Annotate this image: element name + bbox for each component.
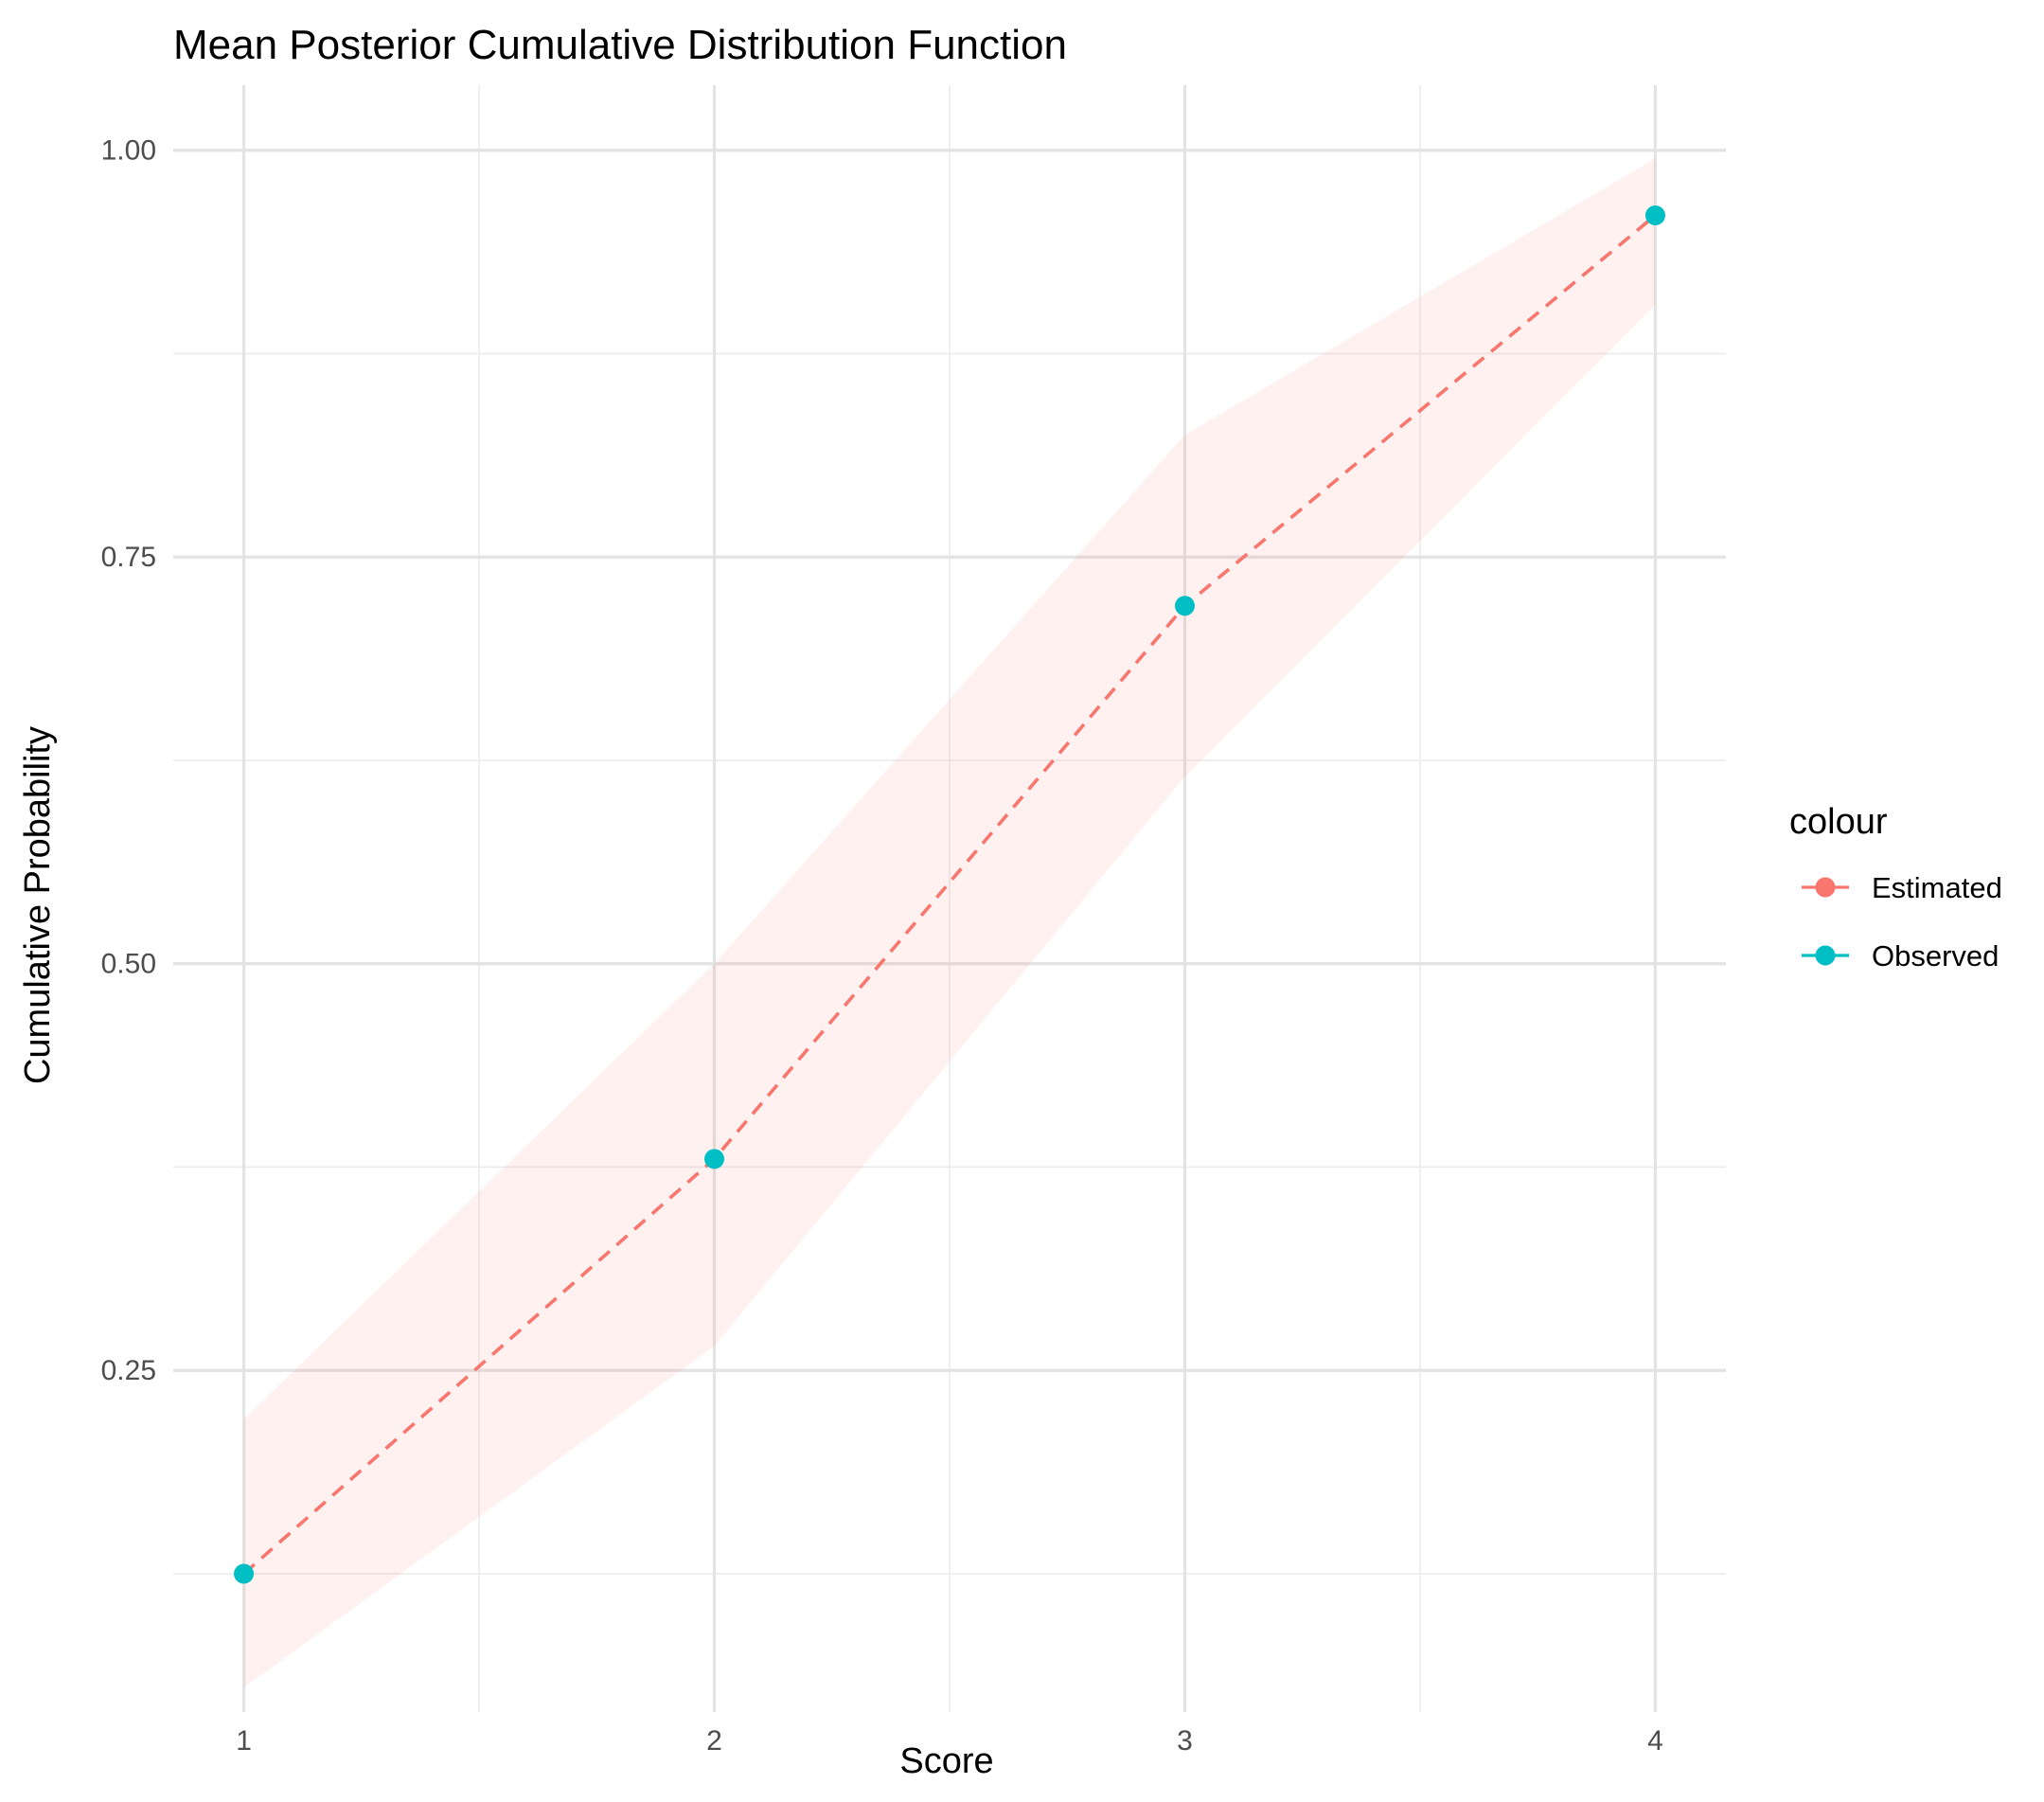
legend: colour Estimated Observed — [1789, 802, 2002, 972]
observed-point — [704, 1149, 725, 1169]
observed-point — [1644, 205, 1665, 225]
x-tick-label: 4 — [1647, 1725, 1663, 1757]
y-tick-label: 0.50 — [101, 949, 156, 980]
y-axis-ticks: 0.25 0.50 0.75 1.00 — [101, 135, 156, 1386]
y-tick-label: 1.00 — [101, 135, 156, 167]
observed-point — [234, 1563, 255, 1584]
legend-title: colour — [1789, 802, 1888, 842]
observed-point — [1174, 596, 1195, 616]
observed-series — [234, 205, 1665, 1584]
y-tick-label: 0.75 — [101, 542, 156, 573]
estimated-line — [242, 214, 1657, 1576]
major-gridlines — [173, 85, 1726, 1712]
credible-ribbon — [243, 158, 1656, 1688]
y-axis-title: Cumulative Probability — [18, 726, 58, 1084]
x-tick-label: 2 — [706, 1725, 722, 1757]
minor-gridlines — [173, 85, 1726, 1712]
legend-label: Observed — [1872, 939, 1999, 972]
chart-title: Mean Posterior Cumulative Distribution F… — [173, 22, 1067, 68]
x-tick-label: 3 — [1177, 1725, 1193, 1757]
x-tick-label: 1 — [236, 1725, 252, 1757]
legend-key-point — [1815, 877, 1836, 898]
x-axis-ticks: 1 2 3 4 — [236, 1725, 1663, 1757]
x-axis-title: Score — [899, 1741, 993, 1781]
legend-label: Estimated — [1872, 871, 2002, 904]
estimated-series — [242, 214, 1657, 1576]
legend-key-point — [1815, 945, 1836, 966]
y-tick-label: 0.25 — [101, 1355, 156, 1386]
credible-band — [243, 158, 1656, 1688]
